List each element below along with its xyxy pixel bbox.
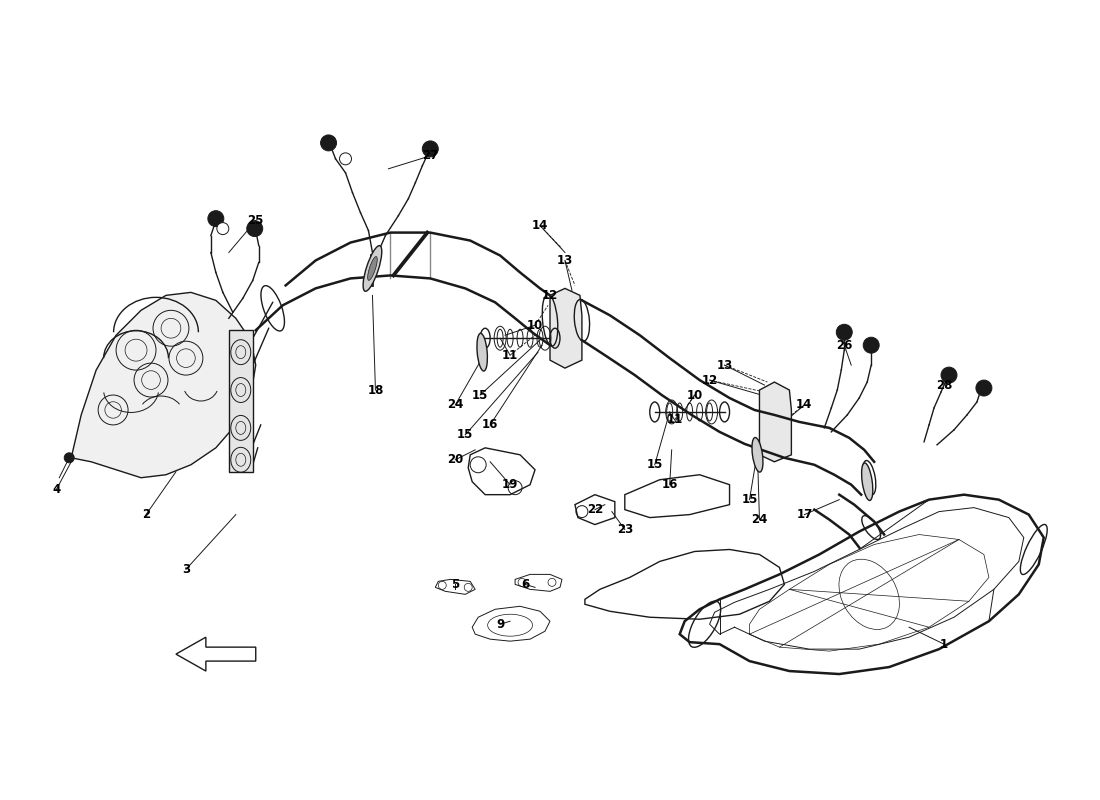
Text: 23: 23 <box>617 523 632 536</box>
Polygon shape <box>72 292 255 478</box>
Text: 17: 17 <box>796 508 813 521</box>
Polygon shape <box>229 330 253 472</box>
Text: 15: 15 <box>456 428 473 442</box>
Circle shape <box>940 367 957 383</box>
Text: 2: 2 <box>142 508 150 521</box>
Text: 14: 14 <box>796 398 813 411</box>
Text: 11: 11 <box>667 414 683 426</box>
Text: 24: 24 <box>751 513 768 526</box>
Text: 19: 19 <box>502 478 518 491</box>
Text: 1: 1 <box>939 638 948 650</box>
Text: 28: 28 <box>936 378 953 391</box>
Text: 18: 18 <box>367 383 384 397</box>
Text: 22: 22 <box>586 503 603 516</box>
Ellipse shape <box>752 438 763 472</box>
Text: 27: 27 <box>422 150 439 162</box>
Polygon shape <box>759 382 791 462</box>
Text: 16: 16 <box>661 478 678 491</box>
Circle shape <box>976 380 992 396</box>
Text: 4: 4 <box>52 483 60 496</box>
Text: 20: 20 <box>447 454 463 466</box>
Text: 15: 15 <box>741 493 758 506</box>
Ellipse shape <box>861 463 872 501</box>
Text: 6: 6 <box>521 578 529 591</box>
Circle shape <box>836 324 852 340</box>
Text: 9: 9 <box>496 618 504 630</box>
Circle shape <box>864 338 879 353</box>
Text: 15: 15 <box>472 389 488 402</box>
Circle shape <box>217 222 229 234</box>
Circle shape <box>320 135 337 151</box>
Circle shape <box>208 210 223 226</box>
Text: 12: 12 <box>542 289 558 302</box>
Text: 26: 26 <box>836 338 852 352</box>
Text: 10: 10 <box>527 318 543 332</box>
Text: 12: 12 <box>702 374 717 386</box>
Text: 24: 24 <box>447 398 463 411</box>
Text: 25: 25 <box>248 214 264 227</box>
Text: 10: 10 <box>686 389 703 402</box>
Text: 14: 14 <box>531 219 548 232</box>
Circle shape <box>422 141 438 157</box>
Text: 11: 11 <box>502 349 518 362</box>
Circle shape <box>64 453 74 462</box>
Polygon shape <box>550 288 582 368</box>
Text: 5: 5 <box>451 578 460 591</box>
Text: 13: 13 <box>557 254 573 267</box>
Ellipse shape <box>477 334 487 371</box>
Text: 13: 13 <box>716 358 733 372</box>
Circle shape <box>340 153 352 165</box>
Ellipse shape <box>363 246 382 291</box>
Circle shape <box>246 221 263 237</box>
Text: 15: 15 <box>647 458 663 471</box>
Text: 3: 3 <box>182 563 190 576</box>
Ellipse shape <box>367 257 377 280</box>
Text: 16: 16 <box>482 418 498 431</box>
